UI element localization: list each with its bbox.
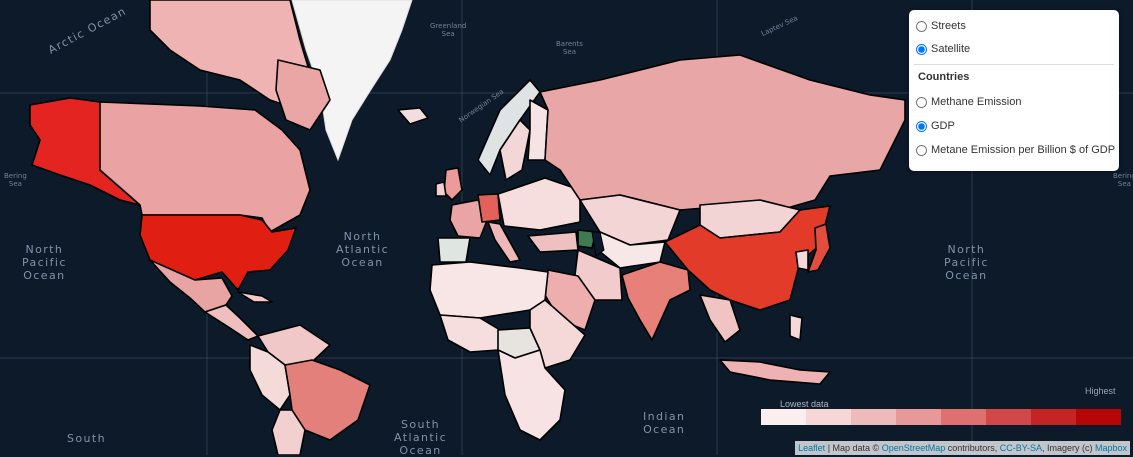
legend-swatch-5 xyxy=(986,409,1031,425)
spain[interactable] xyxy=(437,237,471,263)
na-line3: Ocean xyxy=(341,256,384,269)
countries-heading: Countries xyxy=(918,71,970,83)
peru-ecuador[interactable] xyxy=(249,344,291,411)
bering-sea-right-line1: Bering xyxy=(1113,172,1133,180)
sa-line3: Ocean xyxy=(399,444,442,457)
canada[interactable] xyxy=(99,101,311,233)
attrib-sep: | Map data © xyxy=(825,443,882,453)
streets-radio[interactable] xyxy=(916,20,927,32)
mapbox-link[interactable]: Mapbox xyxy=(1094,443,1127,453)
np-right-line1: North xyxy=(947,243,986,256)
bering-sea-line1: Bering xyxy=(4,172,27,180)
methane-per-gdp-radio[interactable] xyxy=(916,144,927,156)
np-left-line2: Pacific xyxy=(22,256,67,269)
sa-line1: South xyxy=(401,418,440,431)
methane-label: Methane Emission xyxy=(931,96,1022,108)
sa-line2: Atlantic xyxy=(394,431,448,444)
sp-line1: South xyxy=(67,432,106,445)
overlay-methane[interactable]: Methane Emission xyxy=(916,94,1022,110)
canada-islands[interactable] xyxy=(149,0,313,111)
north-atlantic-label: North Atlantic Ocean xyxy=(336,230,389,269)
sweden[interactable] xyxy=(499,119,531,181)
legend-swatch-1 xyxy=(806,409,851,425)
india[interactable] xyxy=(621,261,691,341)
eastern-europe[interactable] xyxy=(497,177,581,231)
io-line2: Ocean xyxy=(643,423,686,436)
southeast-asia[interactable] xyxy=(699,294,741,343)
bering-sea-right-line2: Sea xyxy=(1117,180,1131,188)
np-right-line2: Pacific xyxy=(944,256,989,269)
license-link[interactable]: CC-BY-SA xyxy=(999,443,1042,453)
layer-control: Streets Satellite Countries Methane Emis… xyxy=(909,10,1119,171)
north-pacific-left-label: North Pacific Ocean xyxy=(22,243,67,282)
attrib-contrib: contributors, xyxy=(945,443,1000,453)
china[interactable] xyxy=(664,205,831,311)
legend-high-label: Highest xyxy=(1085,386,1116,396)
ireland[interactable] xyxy=(435,181,447,197)
iceland[interactable] xyxy=(397,107,429,125)
caspian-sea xyxy=(591,231,605,257)
central-africa[interactable] xyxy=(497,349,566,441)
choropleth-legend xyxy=(761,409,1121,425)
brazil[interactable] xyxy=(284,359,371,441)
overlay-gdp[interactable]: GDP xyxy=(916,118,955,134)
streets-label: Streets xyxy=(931,20,966,32)
methane-radio[interactable] xyxy=(916,96,927,108)
indonesia[interactable] xyxy=(719,359,831,385)
alaska[interactable] xyxy=(29,97,141,206)
italy[interactable] xyxy=(487,221,521,263)
germany[interactable] xyxy=(477,193,501,223)
indian-ocean-label: Indian Ocean xyxy=(643,410,685,436)
south-atlantic-label: South Atlantic Ocean xyxy=(394,418,447,457)
barents-sea-label: Barents Sea xyxy=(556,40,583,56)
np-left-line1: North xyxy=(25,243,64,256)
south-pacific-label: South xyxy=(67,432,106,445)
bolivia-paraguay[interactable] xyxy=(271,409,306,455)
osm-link[interactable]: OpenStreetMap xyxy=(881,443,946,453)
np-right-line3: Ocean xyxy=(945,269,988,282)
barents-sea-line1: Barents xyxy=(556,40,583,48)
methane-per-gdp-label: Metane Emission per Billion $ of GDP xyxy=(931,144,1116,156)
leaflet-link[interactable]: Leaflet xyxy=(798,443,826,453)
baffin-island[interactable] xyxy=(275,59,331,131)
gdp-radio[interactable] xyxy=(916,120,927,132)
map-attribution: Leaflet | Map data © OpenStreetMap contr… xyxy=(795,441,1130,455)
greenland-sea-line1: Greenland xyxy=(430,22,467,30)
russia[interactable] xyxy=(539,54,906,211)
finland[interactable] xyxy=(527,99,549,161)
bering-sea-label: Bering Sea xyxy=(4,172,27,188)
caucasus[interactable] xyxy=(577,229,597,249)
japan[interactable] xyxy=(807,223,831,273)
barents-sea-line2: Sea xyxy=(562,48,576,56)
legend-swatch-3 xyxy=(896,409,941,425)
korea[interactable] xyxy=(795,249,809,271)
legend-swatch-2 xyxy=(851,409,896,425)
na-line2: Atlantic xyxy=(336,243,390,256)
legend-swatch-7 xyxy=(1076,409,1121,425)
legend-swatch-4 xyxy=(941,409,986,425)
na-line1: North xyxy=(343,230,382,243)
control-separator xyxy=(914,64,1114,65)
attrib-imagery: , Imagery (c) xyxy=(1041,443,1095,453)
philippines[interactable] xyxy=(789,314,803,341)
legend-swatch-0 xyxy=(761,409,806,425)
satellite-label: Satellite xyxy=(931,43,971,55)
bering-sea-line2: Sea xyxy=(8,180,22,188)
np-left-line3: Ocean xyxy=(23,269,66,282)
satellite-radio[interactable] xyxy=(916,43,927,55)
legend-swatch-6 xyxy=(1031,409,1076,425)
greenland-sea-label: Greenland Sea xyxy=(430,22,466,38)
north-pacific-right-label: North Pacific Ocean xyxy=(944,243,989,282)
base-layer-satellite[interactable]: Satellite xyxy=(916,41,970,57)
io-line1: Indian xyxy=(643,410,686,423)
east-africa[interactable] xyxy=(529,299,586,369)
bering-sea-right-label: Bering Sea xyxy=(1113,172,1133,188)
greenland-sea-line2: Sea xyxy=(441,30,455,38)
caribbean[interactable] xyxy=(237,291,273,303)
legend-low-label: Lowest data xyxy=(780,399,829,409)
base-layer-streets[interactable]: Streets xyxy=(916,18,966,34)
gdp-label: GDP xyxy=(931,120,955,132)
overlay-methane-per-gdp[interactable]: Metane Emission per Billion $ of GDP xyxy=(916,142,1115,158)
